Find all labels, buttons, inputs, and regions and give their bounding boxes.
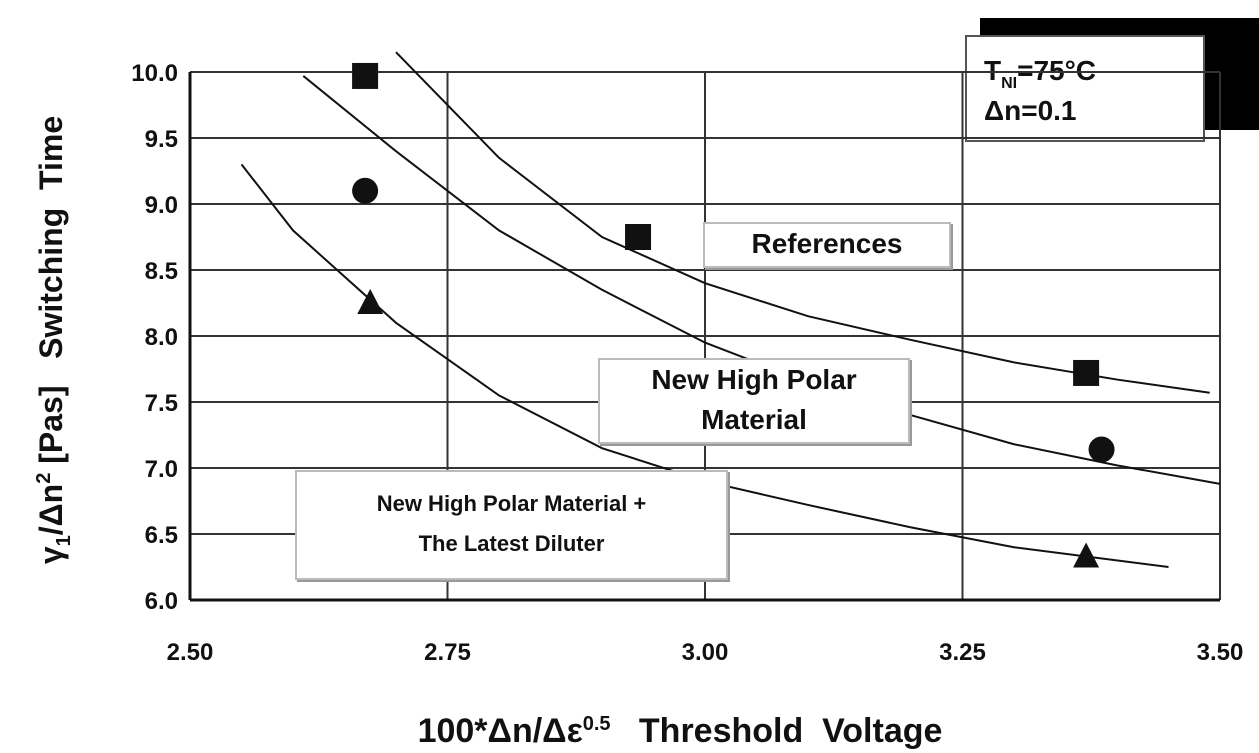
y-tick-label: 7.5 <box>145 390 178 417</box>
annotation: TNI=75°C <box>984 55 1096 92</box>
x-axis-label-part: 100*Δn/Δε <box>418 712 583 750</box>
series-label: New High Polar Material + The Latest Dil… <box>295 470 728 580</box>
y-tick-label: 7.0 <box>145 456 178 483</box>
y-axis-label-part: /Δn <box>33 484 69 535</box>
y-tick-label: 9.5 <box>145 126 178 153</box>
x-axis-label-part: Threshold Voltage <box>611 712 943 750</box>
point <box>1073 359 1100 386</box>
y-axis-label-part: [Pas] Switching Time <box>33 116 69 473</box>
point <box>352 177 379 204</box>
series-label: References <box>703 222 951 268</box>
point <box>352 62 379 89</box>
y-tick-label: 6.5 <box>145 522 178 549</box>
point <box>625 224 652 250</box>
point <box>1088 436 1115 463</box>
x-axis-label-part: 0.5 <box>583 713 611 735</box>
y-tick-label: 8.0 <box>145 324 178 351</box>
point <box>357 289 384 314</box>
annotation: Δn=0.1 <box>984 95 1077 126</box>
x-axis-label: 100*Δn/Δε0.5 Threshold Voltage <box>418 712 943 750</box>
series-label: New High Polar Material <box>598 358 910 444</box>
y-tick-label: 8.5 <box>145 258 178 285</box>
point <box>1073 542 1100 568</box>
y-tick-label: 10.0 <box>131 60 178 87</box>
x-tick-label: 2.75 <box>424 639 471 666</box>
x-tick-label: 3.50 <box>1197 639 1244 666</box>
x-tick-label: 3.25 <box>939 639 986 666</box>
y-tick-label: 9.0 <box>145 192 178 219</box>
y-axis-label-part: γ <box>33 546 69 564</box>
y-axis-label: γ1/Δn2 [Pas] Switching Time <box>33 116 75 564</box>
y-axis-label-part: 1 <box>53 535 75 546</box>
y-axis-label-part: 2 <box>33 473 55 484</box>
y-tick-label: 6.0 <box>145 588 178 615</box>
x-tick-label: 3.00 <box>682 639 729 666</box>
x-tick-label: 2.50 <box>167 639 214 666</box>
fit-line <box>240 163 1169 568</box>
annotation-box <box>965 35 1205 142</box>
